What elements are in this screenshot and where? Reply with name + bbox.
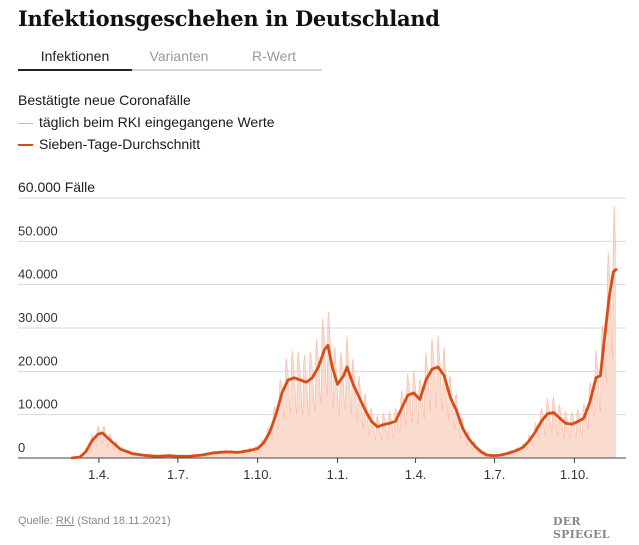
x-tick-label: 1.4. [88, 467, 110, 482]
x-tick-label: 1.4. [405, 467, 427, 482]
source-note: Quelle: RKI (Stand 18.11.2021) [18, 515, 171, 527]
x-tick-label: 1.10. [243, 467, 272, 482]
y-tick-label: 60.000 Fälle [18, 179, 95, 195]
source-date: (Stand 18.11.2021) [74, 515, 171, 527]
x-tick-label: 1.1. [327, 467, 349, 482]
legend-daily-label: täglich beim RKI eingegangene Werte [39, 114, 275, 130]
seven-day-average-line [70, 268, 618, 460]
legend-average-label: Sieben-Tage-Durchschnitt [39, 136, 201, 152]
x-tick-label: 1.7. [167, 467, 189, 482]
x-tick-label: 1.7. [484, 467, 506, 482]
x-tick-label: 1.10. [560, 467, 589, 482]
average-line-swatch [18, 144, 33, 146]
legend-item-average: Sieben-Tage-Durchschnitt [18, 133, 275, 155]
y-tick-label: 20.000 [18, 353, 58, 368]
daily-cases-area [72, 205, 616, 458]
y-tick-label: 40.000 [18, 267, 58, 282]
page-title: Infektionsgeschehen in Deutschland [18, 6, 440, 31]
source-link[interactable]: RKI [55, 515, 75, 527]
y-tick-label: 10.000 [18, 397, 58, 412]
tab-varianten[interactable]: Varianten [132, 44, 226, 71]
spiegel-logo: DER SPIEGEL [553, 515, 610, 541]
legend-heading: Bestätigte neue Coronafälle [18, 92, 191, 108]
daily-line-swatch [18, 122, 33, 124]
source-prefix: Quelle: [18, 515, 56, 527]
tab-r-wert[interactable]: R-Wert [226, 44, 322, 71]
chart-legend: Bestätigte neue Coronafälle täglich beim… [18, 89, 275, 155]
tab-bar: Infektionen Varianten R-Wert [18, 44, 322, 71]
y-tick-label: 30.000 [18, 310, 58, 325]
tab-infektionen[interactable]: Infektionen [18, 44, 132, 71]
y-tick-label: 0 [18, 440, 25, 455]
legend-item-daily: täglich beim RKI eingegangene Werte [18, 111, 275, 133]
y-tick-label: 50.000 [18, 223, 58, 238]
